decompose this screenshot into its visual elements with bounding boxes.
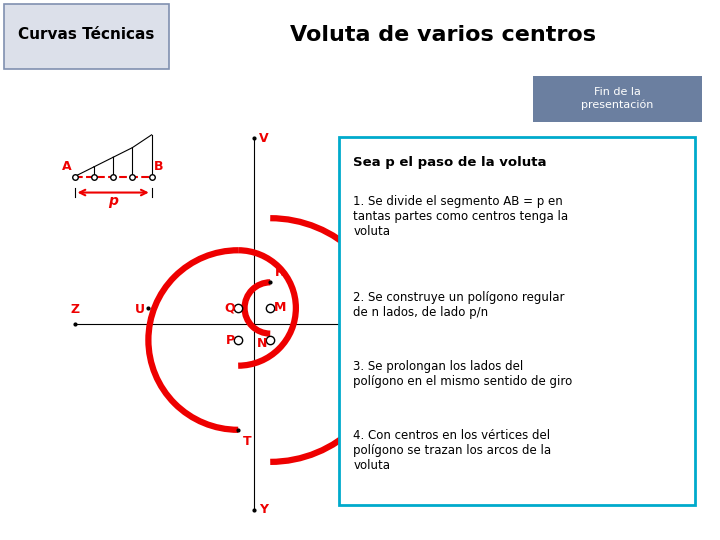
FancyBboxPatch shape xyxy=(4,4,169,69)
Text: 2. Se construye un polígono regular
de n lados, de lado p/n: 2. Se construye un polígono regular de n… xyxy=(354,291,565,319)
Text: R: R xyxy=(275,266,285,279)
Text: X: X xyxy=(398,321,408,334)
Text: Q: Q xyxy=(225,301,235,314)
Text: Curvas Técnicas: Curvas Técnicas xyxy=(18,28,155,43)
FancyBboxPatch shape xyxy=(533,76,702,122)
Text: Y: Y xyxy=(259,503,269,516)
FancyBboxPatch shape xyxy=(338,137,695,505)
Text: A: A xyxy=(62,160,71,173)
Text: N: N xyxy=(256,337,267,350)
Text: Sea p el paso de la voluta: Sea p el paso de la voluta xyxy=(354,157,547,170)
Text: B: B xyxy=(153,160,163,173)
Text: Z: Z xyxy=(70,303,79,316)
Text: Fin de la
presentación: Fin de la presentación xyxy=(581,87,654,110)
Text: P: P xyxy=(226,334,235,347)
Text: S: S xyxy=(386,348,395,361)
Text: U: U xyxy=(135,303,145,316)
Text: 1. Se divide el segmento AB = p en
tantas partes como centros tenga la
voluta: 1. Se divide el segmento AB = p en tanta… xyxy=(354,195,569,238)
Text: p: p xyxy=(108,194,118,208)
Text: V: V xyxy=(259,132,269,145)
Text: Voluta de varios centros: Voluta de varios centros xyxy=(289,25,596,45)
Text: T: T xyxy=(243,435,252,448)
Text: 4. Con centros en los vértices del
polígono se trazan los arcos de la
voluta: 4. Con centros en los vértices del políg… xyxy=(354,429,552,471)
Text: M: M xyxy=(274,301,286,314)
Text: 3. Se prolongan los lados del
polígono en el mismo sentido de giro: 3. Se prolongan los lados del polígono e… xyxy=(354,360,572,388)
